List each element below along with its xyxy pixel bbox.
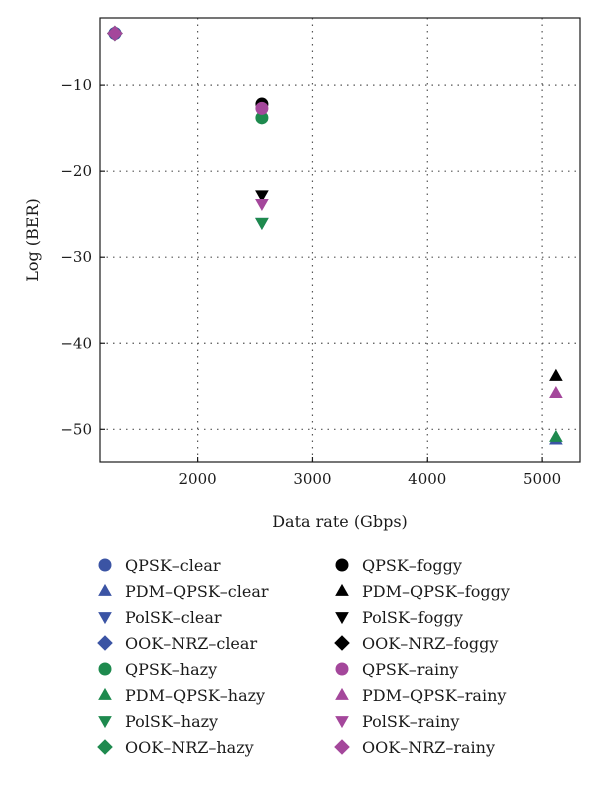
- y-tick-label: −10: [60, 76, 92, 94]
- plot-frame: [99, 17, 581, 463]
- x-tick-label: 5000: [523, 470, 561, 488]
- legend-marker: [98, 558, 112, 572]
- legend-entry-qpsk-foggy: QPSK–foggy: [335, 556, 462, 575]
- legend-entry-polsk-clear: PolSK–clear: [98, 608, 222, 627]
- point-polsk-hazy: [255, 217, 269, 230]
- x-tick-label: 4000: [408, 470, 446, 488]
- legend-label: OOK–NRZ–foggy: [362, 634, 498, 653]
- legend-marker: [334, 739, 350, 755]
- legend-label: OOK–NRZ–clear: [125, 634, 257, 653]
- legend-label: QPSK–clear: [125, 556, 221, 575]
- legend-marker: [335, 558, 349, 572]
- legend-entry-qpsk-hazy: QPSK–hazy: [98, 660, 217, 679]
- legend: QPSK–clear PDM–QPSK–clear PolSK–clear OOK–N…: [97, 556, 510, 757]
- legend-entry-ook-nrz-foggy: OOK–NRZ–foggy: [334, 634, 498, 653]
- legend-entry-ook-nrz-rainy: OOK–NRZ–rainy: [334, 738, 495, 757]
- x-tick-label: 3000: [293, 470, 331, 488]
- x-tick-label: 2000: [179, 470, 217, 488]
- x-axis-label: Data rate (Gbps): [272, 512, 408, 531]
- legend-entry-qpsk-clear: QPSK–clear: [98, 556, 221, 575]
- axis-ticks: 2000 3000 4000 5000 −10 −20 −30 −40 −50: [60, 76, 561, 488]
- legend-entry-polsk-foggy: PolSK–foggy: [335, 608, 463, 627]
- legend-entry-pdm-qpsk-clear: PDM–QPSK–clear: [98, 582, 269, 601]
- legend-label: PDM–QPSK–clear: [125, 582, 269, 601]
- legend-entry-polsk-hazy: PolSK–hazy: [98, 712, 218, 731]
- legend-marker: [98, 687, 112, 700]
- legend-marker: [98, 583, 112, 596]
- legend-label: OOK–NRZ–hazy: [125, 738, 254, 757]
- legend-entry-pdm-qpsk-hazy: PDM–QPSK–hazy: [98, 686, 265, 705]
- legend-label: PolSK–rainy: [362, 712, 459, 731]
- legend-label: QPSK–foggy: [362, 556, 462, 575]
- y-tick-label: −20: [60, 162, 92, 180]
- data-points: [107, 25, 563, 445]
- y-tick-label: −50: [60, 420, 92, 438]
- point-pdm-qpsk-hazy: [549, 429, 563, 442]
- y-tick-label: −40: [60, 334, 92, 352]
- legend-marker: [334, 635, 350, 651]
- legend-marker: [98, 662, 112, 676]
- legend-marker: [97, 635, 113, 651]
- point-qpsk-hazy: [255, 111, 269, 125]
- legend-entry-ook-nrz-hazy: OOK–NRZ–hazy: [97, 738, 254, 757]
- legend-label: PolSK–hazy: [125, 712, 218, 731]
- legend-entry-pdm-qpsk-foggy: PDM–QPSK–foggy: [335, 582, 510, 601]
- legend-entry-pdm-qpsk-rainy: PDM–QPSK–rainy: [335, 686, 506, 705]
- legend-marker: [98, 612, 112, 625]
- point-polsk-foggy: [255, 190, 269, 203]
- legend-label: QPSK–rainy: [362, 660, 458, 679]
- legend-label: PolSK–foggy: [362, 608, 463, 627]
- point-polsk-rainy: [255, 198, 269, 212]
- legend-label: PDM–QPSK–hazy: [125, 686, 265, 705]
- legend-marker: [335, 716, 349, 729]
- legend-label: PDM–QPSK–rainy: [362, 686, 506, 705]
- point-qpsk-rainy: [255, 101, 269, 115]
- y-tick-label: −30: [60, 248, 92, 266]
- legend-label: PDM–QPSK–foggy: [362, 582, 510, 601]
- legend-entry-ook-nrz-clear: OOK–NRZ–clear: [97, 634, 257, 653]
- legend-entry-polsk-rainy: PolSK–rainy: [335, 712, 459, 731]
- legend-marker: [335, 583, 349, 596]
- y-axis-label: Log (BER): [23, 198, 42, 282]
- point-ook-nrz-rainy: [107, 25, 123, 42]
- legend-marker: [335, 687, 349, 700]
- legend-marker: [335, 662, 349, 676]
- point-pdm-qpsk-foggy: [549, 368, 563, 381]
- legend-label: PolSK–clear: [125, 608, 222, 627]
- legend-label: QPSK–hazy: [125, 660, 217, 679]
- legend-label: OOK–NRZ–rainy: [362, 738, 495, 757]
- grid: [100, 18, 580, 462]
- legend-marker: [335, 612, 349, 625]
- legend-marker: [98, 716, 112, 729]
- legend-entry-qpsk-rainy: QPSK–rainy: [335, 660, 458, 679]
- point-pdm-qpsk-rainy: [549, 386, 563, 399]
- legend-marker: [97, 739, 113, 755]
